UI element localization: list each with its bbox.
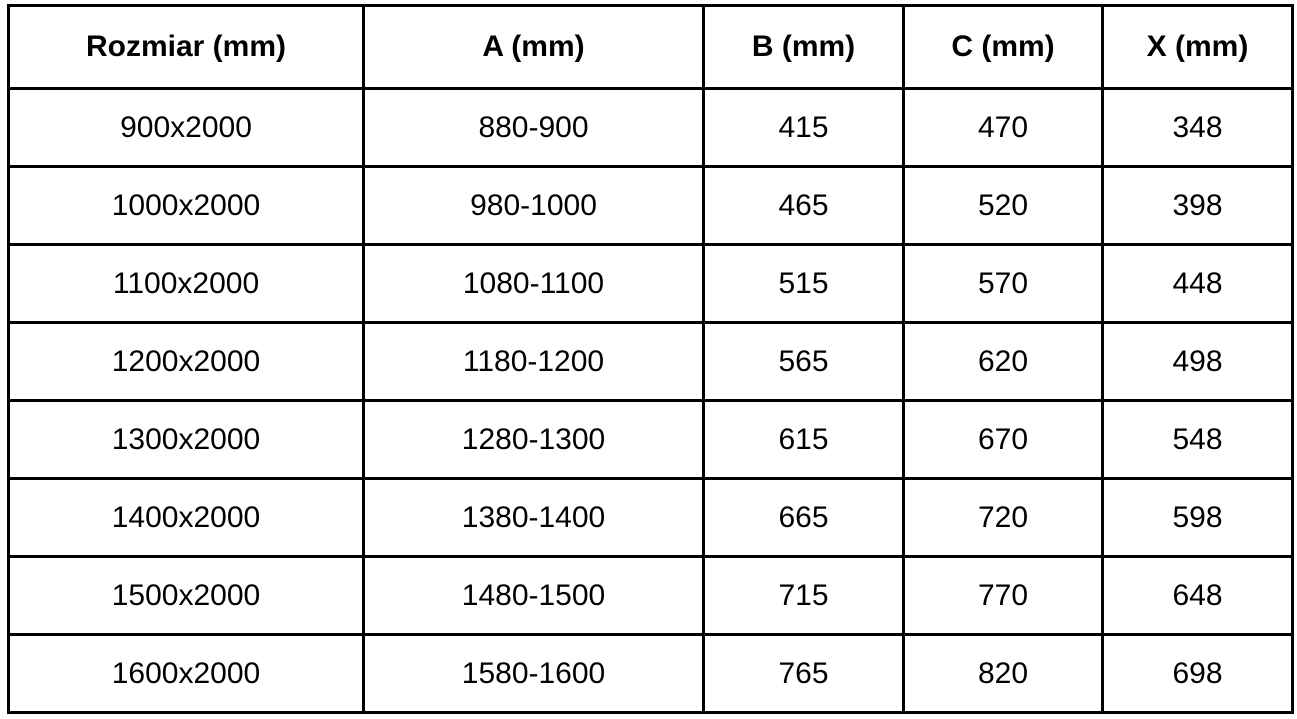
table-row: 900x2000 880-900 415 470 348 [7, 87, 1294, 168]
cell-b: 715 [702, 555, 905, 636]
cell-b: 415 [702, 87, 905, 168]
table-row: 1000x2000 980-1000 465 520 398 [7, 165, 1294, 246]
cell-a: 880-900 [362, 87, 705, 168]
cell-b: 765 [702, 633, 905, 714]
cell-a: 1580-1600 [362, 633, 705, 714]
table-row: 1400x2000 1380-1400 665 720 598 [7, 477, 1294, 558]
column-header-x: X (mm) [1101, 4, 1294, 90]
cell-c: 570 [902, 243, 1104, 324]
cell-b: 615 [702, 399, 905, 480]
cell-x: 648 [1101, 555, 1294, 636]
column-header-c: C (mm) [902, 4, 1104, 90]
cell-a: 980-1000 [362, 165, 705, 246]
cell-a: 1380-1400 [362, 477, 705, 558]
cell-x: 398 [1101, 165, 1294, 246]
cell-b: 515 [702, 243, 905, 324]
cell-c: 520 [902, 165, 1104, 246]
cell-rozmiar: 1200x2000 [7, 321, 365, 402]
cell-rozmiar: 1300x2000 [7, 399, 365, 480]
column-header-a: A (mm) [362, 4, 705, 90]
cell-a: 1480-1500 [362, 555, 705, 636]
table-row: 1100x2000 1080-1100 515 570 448 [7, 243, 1294, 324]
header-row: Rozmiar (mm) A (mm) B (mm) C (mm) X (mm) [7, 4, 1294, 90]
cell-a: 1180-1200 [362, 321, 705, 402]
cell-rozmiar: 1400x2000 [7, 477, 365, 558]
cell-rozmiar: 1500x2000 [7, 555, 365, 636]
cell-a: 1080-1100 [362, 243, 705, 324]
cell-x: 498 [1101, 321, 1294, 402]
cell-rozmiar: 900x2000 [7, 87, 365, 168]
cell-c: 670 [902, 399, 1104, 480]
column-header-rozmiar: Rozmiar (mm) [7, 4, 365, 90]
table-row: 1300x2000 1280-1300 615 670 548 [7, 399, 1294, 480]
size-table-container: Rozmiar (mm) A (mm) B (mm) C (mm) X (mm)… [7, 4, 1294, 714]
cell-c: 470 [902, 87, 1104, 168]
cell-x: 598 [1101, 477, 1294, 558]
cell-b: 465 [702, 165, 905, 246]
cell-c: 720 [902, 477, 1104, 558]
cell-b: 665 [702, 477, 905, 558]
cell-x: 448 [1101, 243, 1294, 324]
cell-b: 565 [702, 321, 905, 402]
cell-a: 1280-1300 [362, 399, 705, 480]
table-row: 1600x2000 1580-1600 765 820 698 [7, 633, 1294, 714]
table-row: 1200x2000 1180-1200 565 620 498 [7, 321, 1294, 402]
cell-rozmiar: 1100x2000 [7, 243, 365, 324]
cell-x: 348 [1101, 87, 1294, 168]
cell-c: 820 [902, 633, 1104, 714]
cell-x: 548 [1101, 399, 1294, 480]
table-row: 1500x2000 1480-1500 715 770 648 [7, 555, 1294, 636]
column-header-b: B (mm) [702, 4, 905, 90]
cell-c: 770 [902, 555, 1104, 636]
cell-c: 620 [902, 321, 1104, 402]
cell-rozmiar: 1000x2000 [7, 165, 365, 246]
cell-x: 698 [1101, 633, 1294, 714]
cell-rozmiar: 1600x2000 [7, 633, 365, 714]
size-table: Rozmiar (mm) A (mm) B (mm) C (mm) X (mm)… [7, 4, 1294, 714]
